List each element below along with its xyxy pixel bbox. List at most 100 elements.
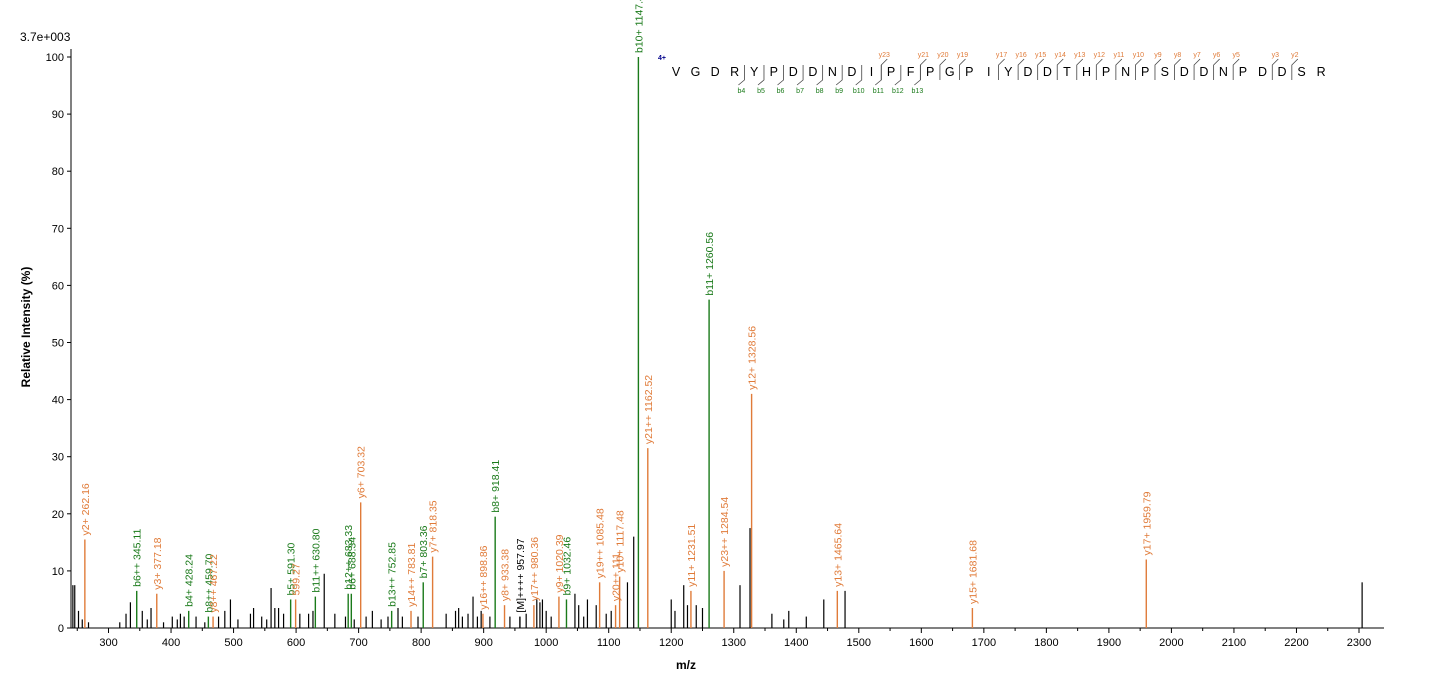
- y-ion-label: y19: [957, 52, 968, 59]
- y-ion-label: y3: [1272, 52, 1280, 59]
- x-tick-label: 500: [224, 637, 242, 649]
- y-ion-label: y8: [1174, 52, 1182, 59]
- peak-label: [M]++++ 957.97: [515, 538, 527, 612]
- peaks-layer: [72, 57, 1363, 628]
- x-tick-label: 1900: [1097, 637, 1121, 649]
- peak-label: y6+ 703.32: [356, 446, 368, 498]
- peak-label: y19++ 1085.48: [595, 508, 607, 578]
- y-ion-bracket: [919, 58, 927, 80]
- sequence-residue: D: [847, 65, 856, 79]
- y-ion-label: y14: [1055, 52, 1066, 59]
- y-ion-label: y10: [1133, 52, 1144, 59]
- x-tick-label: 2200: [1284, 637, 1308, 649]
- y-ion-label: y2: [1291, 52, 1299, 59]
- peak-label: b6++ 345.11: [132, 529, 144, 587]
- sequence-residue: H: [1082, 65, 1091, 79]
- b-ion-bracket: [914, 65, 921, 86]
- y-ion-bracket: [1076, 58, 1084, 80]
- x-tick-label: 1000: [534, 637, 558, 649]
- x-tick-label: 600: [287, 637, 305, 649]
- sequence-residue: R: [730, 65, 739, 79]
- sequence-residue: G: [945, 65, 955, 79]
- y-ion-bracket: [1017, 58, 1025, 80]
- x-tick-label: 300: [99, 637, 117, 649]
- b-ion-label: b10: [853, 88, 865, 95]
- sequence-residue: P: [770, 65, 778, 79]
- y-ion-bracket: [1174, 58, 1181, 80]
- peak-label: b8+ 918.41: [490, 460, 502, 513]
- b-ion-bracket: [855, 65, 863, 86]
- b-ion-label: b5: [757, 88, 765, 95]
- sequence-residue: S: [1297, 65, 1305, 79]
- sequence-residue: D: [1043, 65, 1052, 79]
- sequence-residue: V: [672, 65, 681, 79]
- y-ion-label: y9: [1154, 52, 1162, 59]
- y-axis-title: Relative Intensity (%): [19, 267, 33, 388]
- peak-label: y10+ 1117.48: [615, 510, 627, 573]
- sequence-residue: Y: [750, 65, 759, 79]
- y-ion-label: y5: [1232, 52, 1240, 59]
- sequence-residue: P: [887, 65, 895, 79]
- charge-state-label: 4+: [658, 55, 666, 62]
- x-tick-label: 900: [474, 637, 492, 649]
- y-ion-label: y17: [996, 52, 1007, 59]
- y-tick-label: 30: [52, 452, 64, 464]
- sequence-residue: P: [1141, 65, 1149, 79]
- b-ion-label: b9: [835, 88, 843, 95]
- peak-label: b9+ 1032.46: [561, 537, 573, 596]
- b-ion-label: b7: [796, 88, 804, 95]
- y-ion-bracket: [1056, 58, 1064, 80]
- sequence-residue: D: [789, 65, 798, 79]
- b-ion-label: b12: [892, 88, 904, 95]
- intensity-scale-label: 3.7e+003: [20, 30, 71, 44]
- peak-label: 599.27: [291, 563, 303, 595]
- peak-label: b6+ 688.34: [346, 537, 358, 590]
- x-tick-label: 1500: [847, 637, 871, 649]
- x-tick-label: 2300: [1347, 637, 1371, 649]
- sequence-residue: D: [1023, 65, 1032, 79]
- y-ion-bracket: [1095, 58, 1103, 80]
- peak-label: b5+ 591.30: [286, 542, 298, 595]
- sequence-residue: D: [1258, 65, 1267, 79]
- y-tick-label: 60: [52, 280, 64, 292]
- peak-label: y8+ 933.38: [500, 549, 512, 601]
- x-tick-label: 800: [412, 637, 430, 649]
- y-ion-label: y6: [1213, 52, 1221, 59]
- x-tick-label: 1100: [597, 637, 621, 649]
- peak-label: b4+ 428.24: [184, 554, 196, 607]
- sequence-residue: P: [926, 65, 934, 79]
- peak-label: y2+ 262.16: [80, 483, 92, 535]
- peak-label: b11++ 630.80: [310, 528, 322, 592]
- peak-label: b12++ 683.33: [343, 525, 355, 590]
- peak-label: y11+ 1231.51: [686, 524, 698, 587]
- b-ion-bracket: [738, 65, 745, 86]
- peak-label: y16++ 898.86: [478, 545, 490, 609]
- y-ion-label: y7: [1193, 52, 1201, 59]
- y-ion-label: y20: [937, 52, 948, 59]
- x-tick-label: 1300: [722, 637, 746, 649]
- peak-label: y17+ 1959.79: [1141, 491, 1153, 555]
- y-ion-bracket: [1135, 58, 1142, 80]
- sequence-residue: F: [907, 65, 915, 79]
- x-tick-label: 2100: [1222, 637, 1246, 649]
- y-tick-label: 0: [58, 623, 64, 635]
- b-ion-bracket: [835, 65, 843, 86]
- peak-label: y8++ 467.22: [208, 554, 220, 613]
- peak-label: y23++ 1284.54: [719, 497, 731, 567]
- y-ion-bracket: [939, 58, 947, 80]
- peak-label: b8++ 459.70: [203, 553, 215, 612]
- sequence-residue: T: [1063, 65, 1071, 79]
- y-ion-bracket: [998, 58, 1005, 80]
- y-tick-label: 10: [52, 566, 64, 578]
- y-ion-label: y12: [1094, 52, 1105, 59]
- b-ion-bracket: [777, 65, 784, 86]
- peak-label: y15+ 1681.68: [967, 540, 979, 604]
- axes-layer: 0 10 20 30 40 50 60 70 80 90 100 300 400 500 600 700 800…: [46, 49, 1384, 649]
- y-ion-label: y11: [1113, 52, 1124, 59]
- y-ion-label: y15: [1035, 52, 1046, 59]
- sequence-residue: D: [1278, 65, 1287, 79]
- sequence-residue: R: [1317, 65, 1326, 79]
- y-ion-bracket: [1193, 58, 1201, 80]
- sequence-residue: D: [1199, 65, 1208, 79]
- peak-label: y7+ 818.35: [428, 500, 440, 552]
